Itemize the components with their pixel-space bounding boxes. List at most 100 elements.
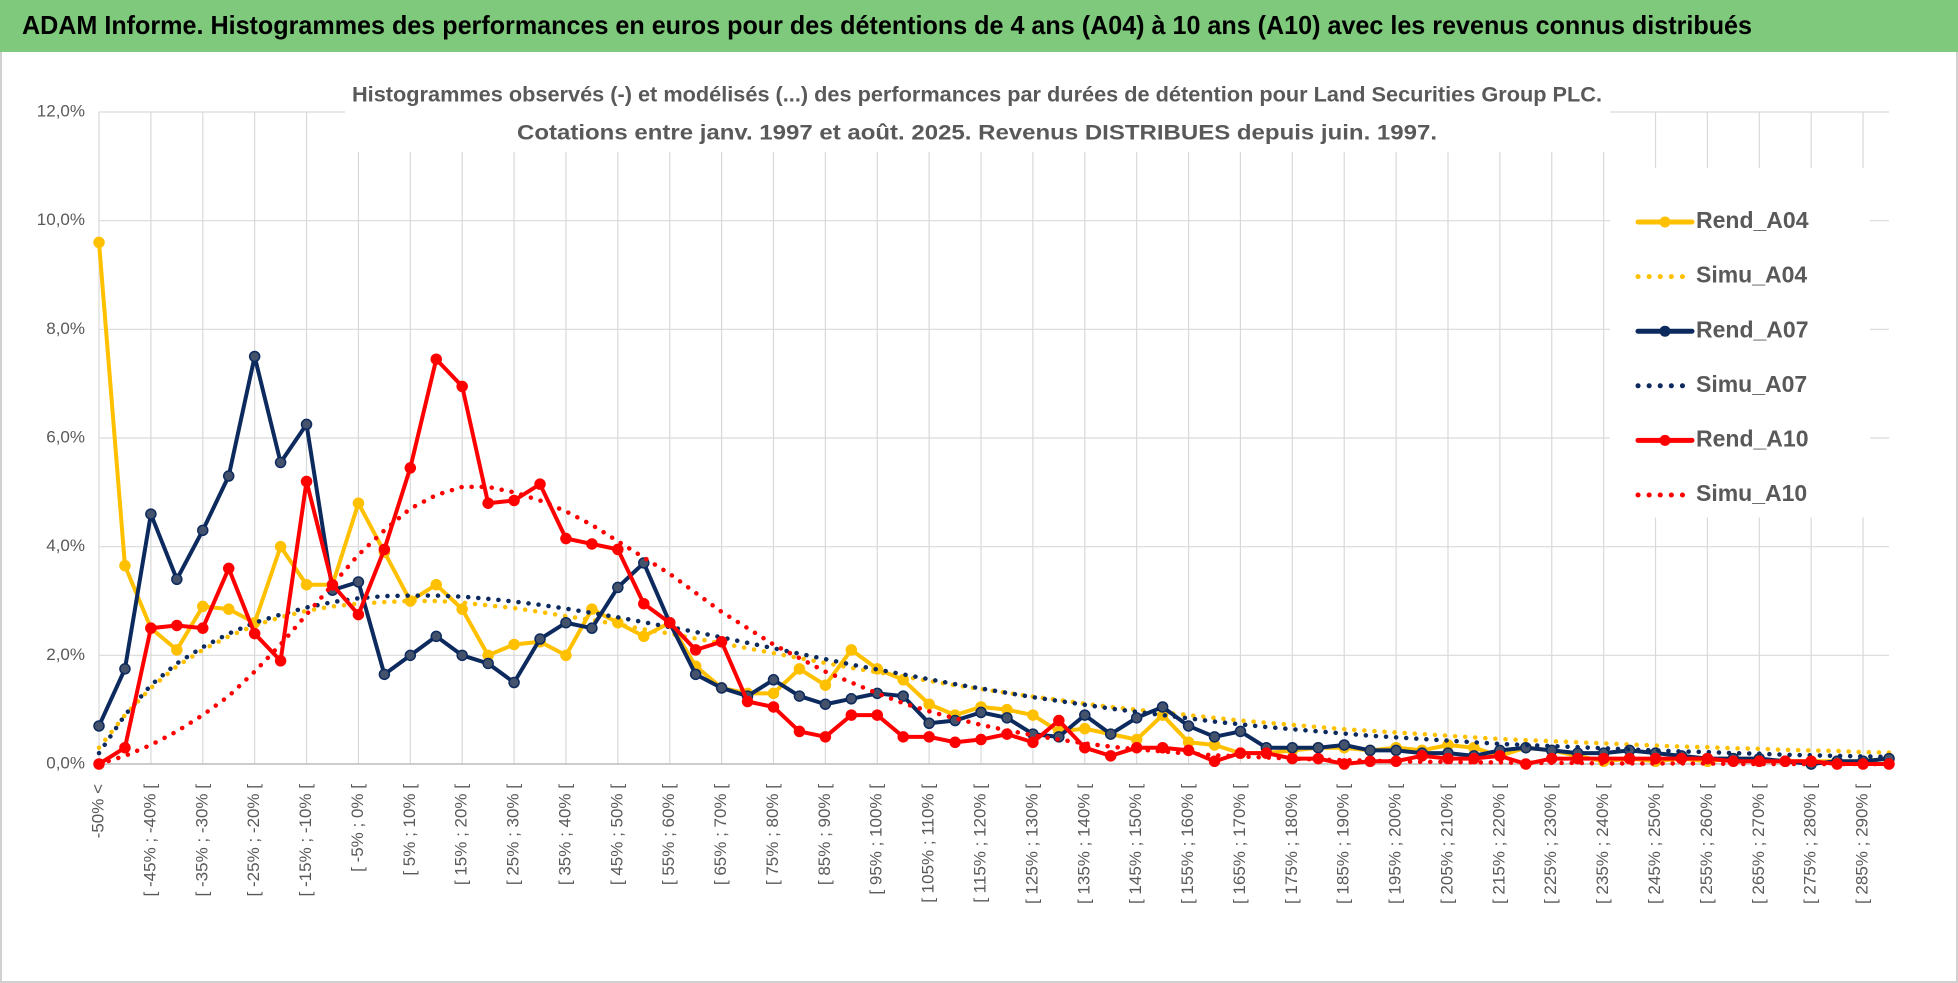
series-line [97, 357, 1891, 766]
point-marker [93, 236, 105, 249]
point-marker [923, 717, 935, 729]
y-tick-label: 10,0% [37, 210, 85, 229]
legend-label: Rend_A10 [1696, 425, 1808, 451]
point-marker [534, 478, 546, 490]
x-tick-label: [ 55% ; 60% [ [659, 784, 678, 885]
point-marker [897, 731, 909, 743]
point-marker [300, 578, 313, 591]
point-marker [1416, 750, 1428, 762]
page-title: ADAM Informe. Histogrammes des performan… [22, 10, 1752, 40]
point-marker [1286, 741, 1299, 754]
point-marker [663, 616, 676, 629]
point-marker [378, 668, 391, 681]
point-marker [793, 663, 806, 675]
point-marker [1338, 758, 1350, 770]
point-marker [1130, 712, 1143, 724]
point-marker [352, 576, 365, 588]
point-marker [352, 497, 365, 509]
point-marker [430, 578, 442, 591]
x-tick-label: [ 75% ; 80% [ [763, 784, 782, 885]
point-marker [689, 644, 702, 656]
y-tick-label: 12,0% [37, 101, 85, 120]
point-marker [197, 622, 209, 634]
point-marker [1079, 709, 1091, 721]
x-tick-label: [ 155% ; 160% [ [1178, 784, 1197, 904]
y-tick-label: 2,0% [46, 645, 85, 664]
point-marker [767, 701, 780, 713]
point-marker [300, 418, 313, 431]
point-marker [586, 622, 598, 634]
x-tick-label: [ 235% ; 240% [ [1593, 784, 1612, 904]
x-tick-label: [ 255% ; 260% [ [1697, 784, 1716, 904]
y-tick-label: 0,0% [46, 753, 85, 772]
point-marker [119, 559, 131, 572]
series-line [96, 484, 1892, 767]
point-marker [1079, 722, 1091, 735]
point-marker [819, 698, 832, 710]
y-tick-label: 6,0% [46, 427, 85, 446]
point-marker [767, 674, 780, 686]
point-marker [638, 630, 650, 643]
x-tick-label: [ 135% ; 140% [ [1074, 784, 1093, 904]
point-marker [923, 698, 935, 710]
point-marker [274, 655, 287, 667]
point-marker [1312, 741, 1325, 754]
point-marker [1208, 755, 1221, 768]
legend-label: Simu_A07 [1696, 371, 1807, 397]
x-tick-label: [ 215% ; 220% [ [1489, 784, 1508, 904]
point-marker [93, 720, 105, 732]
point-marker [638, 597, 650, 610]
x-tick-label: [ 105% ; 110% [ [919, 784, 938, 903]
point-marker [819, 731, 832, 743]
point-marker [586, 538, 598, 550]
y-tick-label: 4,0% [46, 536, 85, 555]
point-marker [1053, 714, 1065, 727]
point-marker [897, 690, 909, 702]
point-marker [1364, 744, 1376, 757]
point-marker [975, 733, 987, 746]
point-marker [197, 600, 209, 613]
point-marker [560, 616, 572, 629]
x-tick-label: [ 35% ; 40% [ [555, 784, 574, 885]
chart-subtitle: Histogrammes observés (-) et modélisés (… [352, 84, 1602, 107]
legend-label: Simu_A04 [1696, 262, 1807, 288]
point-marker [845, 709, 858, 721]
x-tick-label: [ 125% ; 130% [ [1022, 784, 1041, 904]
point-marker [145, 622, 157, 634]
point-marker [119, 663, 131, 675]
point-marker [534, 633, 546, 645]
x-tick-label: [ 195% ; 200% [ [1386, 784, 1405, 904]
legend-label: Rend_A07 [1696, 316, 1808, 342]
point-marker [715, 682, 728, 694]
point-marker [171, 573, 183, 586]
x-tick-label: [ 45% ; 50% [ [607, 784, 626, 885]
point-marker [1494, 750, 1506, 762]
x-tick-label: [ -25% ; -20% [ [244, 784, 263, 897]
point-marker [1182, 720, 1195, 732]
point-marker [222, 562, 235, 575]
point-marker [1156, 741, 1169, 754]
x-tick-label: [ 145% ; 150% [ [1126, 784, 1145, 904]
point-marker [1208, 731, 1221, 743]
point-marker [1027, 736, 1039, 749]
point-marker [248, 627, 261, 640]
point-marker [274, 540, 287, 553]
plot-area: 0,0% 2,0% 4,0% 6,0% 8,0% 10,0% 12,0% -50% < [ -4… [37, 101, 1895, 904]
point-marker [300, 475, 313, 488]
x-tick-label: [ 205% ; 210% [ [1437, 784, 1456, 904]
point-marker [1390, 744, 1402, 757]
x-tick-label: [ 275% ; 280% [ [1801, 784, 1820, 904]
point-marker [560, 649, 572, 662]
point-marker [1027, 709, 1039, 721]
legend-marker [1659, 216, 1671, 228]
x-tick-label: [ 225% ; 230% [ [1541, 784, 1560, 904]
x-tick-label: [ 65% ; 70% [ [711, 784, 730, 885]
point-marker [456, 380, 468, 393]
point-marker [222, 470, 235, 482]
x-tick-label: [ -35% ; -30% [ [192, 784, 211, 897]
x-tick-label: [ 265% ; 270% [ [1749, 784, 1768, 904]
x-tick-label: [ 15% ; 20% [ [452, 784, 471, 885]
x-tick-label: [ 185% ; 190% [ [1334, 784, 1353, 904]
x-tick-label: [ 95% ; 100% [ [867, 784, 886, 895]
series-line [96, 593, 1892, 760]
